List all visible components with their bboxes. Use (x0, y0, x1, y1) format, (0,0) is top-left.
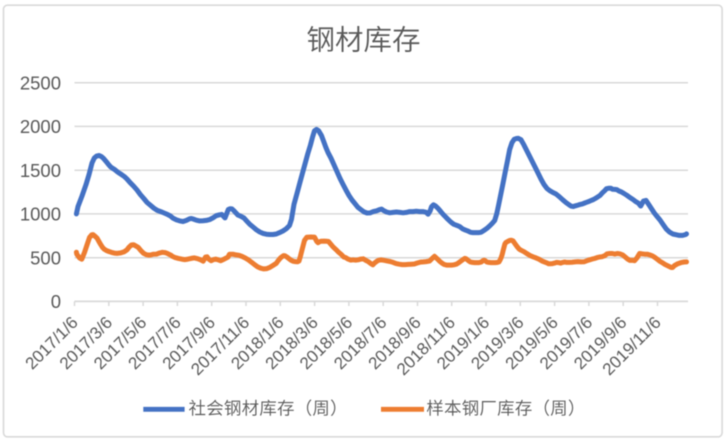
svg-text:1000: 1000 (20, 204, 61, 225)
svg-text:2000: 2000 (20, 116, 61, 137)
svg-text:1500: 1500 (20, 160, 61, 181)
svg-text:0: 0 (51, 291, 61, 312)
svg-text:500: 500 (30, 247, 61, 268)
svg-text:2500: 2500 (20, 72, 61, 93)
